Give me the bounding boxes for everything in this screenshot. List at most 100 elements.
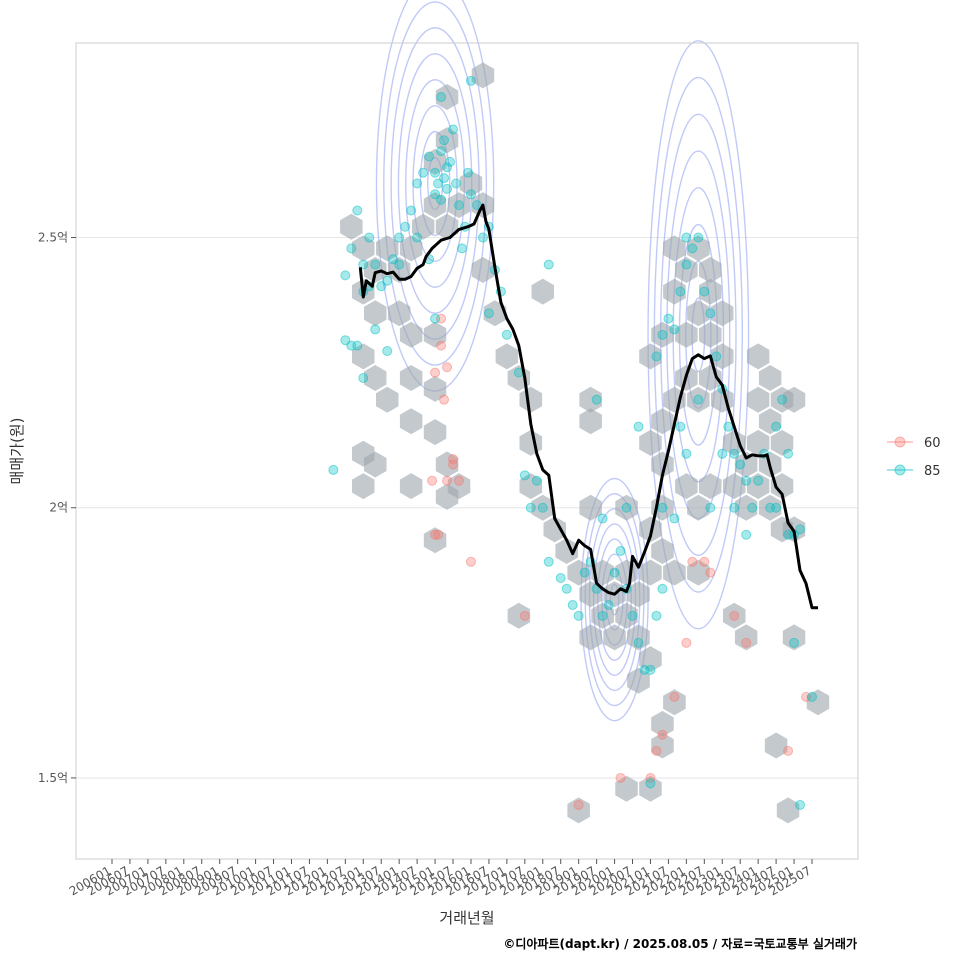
hexbin-cell <box>675 257 698 283</box>
y-tick-label: 2.5억 <box>38 231 68 245</box>
point-series-85 <box>451 178 462 189</box>
hexbin-cell <box>531 494 554 521</box>
hexbin-cell <box>423 375 447 402</box>
hexbin-cell <box>663 235 686 262</box>
point-series-85 <box>457 243 467 254</box>
hexbin-cell <box>758 494 782 521</box>
point-series-60 <box>783 745 794 756</box>
hexbin-cell <box>459 170 483 197</box>
hexbin-cell <box>639 559 662 586</box>
hexbin-cell <box>734 451 758 478</box>
trend-line-layer <box>358 203 818 610</box>
panel-border <box>75 42 859 860</box>
point-series-60 <box>573 799 584 810</box>
legend-label: 85 <box>924 464 941 479</box>
hexbin-cell <box>423 419 447 446</box>
hexbin-cell <box>352 473 375 500</box>
hexbin-cell <box>651 710 674 737</box>
hexbin-cell <box>746 386 770 413</box>
hexbin-cell <box>687 386 710 413</box>
point-series-85 <box>705 502 716 513</box>
point-series-85 <box>340 270 351 281</box>
point-series-85 <box>543 259 554 270</box>
point-series-85 <box>753 475 764 486</box>
hexbin-cell <box>675 473 698 500</box>
point-series-60 <box>439 394 450 405</box>
point-series-85 <box>591 394 602 405</box>
hexbin-cell <box>746 343 770 370</box>
point-series-60 <box>454 475 465 486</box>
y-tick-label: 1.5억 <box>38 771 68 785</box>
point-series-85 <box>615 545 626 556</box>
point-series-85 <box>483 308 494 319</box>
point-series-85 <box>633 637 644 648</box>
point-series-85 <box>394 259 405 270</box>
point-series-60 <box>687 556 698 567</box>
point-series-85 <box>370 324 381 335</box>
caption: ©디아파트(dapt.kr) / 2025.08.05 / 자료=국토교통부 실… <box>503 936 857 951</box>
hexbin-cell <box>519 386 543 413</box>
hexbin-cell <box>567 797 590 824</box>
hexbin-cell <box>352 440 375 467</box>
hexbin-cell <box>663 559 686 586</box>
hexbin-cell <box>687 235 710 262</box>
hexbin-cell <box>579 624 602 651</box>
point-series-85 <box>597 610 608 621</box>
point-series-85 <box>364 232 375 243</box>
point-series-85 <box>609 567 620 578</box>
point-series-85 <box>657 329 668 340</box>
point-series-60 <box>681 637 692 648</box>
point-series-85 <box>771 421 782 432</box>
point-series-60 <box>465 556 476 567</box>
point-series-85 <box>531 475 542 486</box>
point-series-60 <box>433 529 444 540</box>
hexbin-cell <box>579 386 602 413</box>
point-series-60 <box>651 745 662 756</box>
point-series-85 <box>717 448 728 459</box>
point-series-85 <box>681 259 692 270</box>
trend-line <box>358 203 818 610</box>
hexbin-cell <box>507 602 531 629</box>
hexbin-cell <box>699 278 722 305</box>
point-series-85 <box>663 313 674 324</box>
hexbin-cell <box>435 483 459 510</box>
point-series-85 <box>501 329 512 340</box>
hexbin-cell <box>806 689 830 716</box>
hexbin-cell <box>399 321 423 348</box>
hexbin-cell <box>711 300 734 327</box>
point-series-85 <box>723 421 734 432</box>
hexbin-cell <box>758 365 782 391</box>
point-series-60 <box>657 729 668 740</box>
point-series-60 <box>669 691 680 702</box>
hexbin-cell <box>567 559 590 586</box>
point-series-85 <box>442 183 453 194</box>
y-axis-ticks: 1.5억 2억 2.5억 <box>38 231 76 785</box>
point-series-85 <box>436 146 447 157</box>
point-series-85 <box>729 448 740 459</box>
point-series-85 <box>651 610 662 621</box>
point-series-85 <box>711 351 722 362</box>
point-series-85 <box>621 502 632 513</box>
y-axis-title: 매매가(원) <box>8 418 26 485</box>
point-series-60 <box>448 454 459 465</box>
point-series-85 <box>573 610 584 621</box>
hexbin-cell <box>364 257 387 283</box>
x-axis-ticks: 2006012006072007012007072008012008072009… <box>67 859 814 899</box>
point-series-60 <box>442 475 453 486</box>
point-series-60 <box>442 362 453 373</box>
point-series-60 <box>430 529 441 540</box>
hexbin-cell <box>340 213 363 240</box>
hexbin-cell <box>663 689 686 716</box>
point-series-85 <box>693 394 704 405</box>
point-series-85 <box>370 259 381 270</box>
hexbin-cell <box>603 624 626 651</box>
hexbin-cell <box>782 624 806 651</box>
point-series-85 <box>412 232 423 243</box>
point-series-85 <box>519 470 530 481</box>
hexbin-cell <box>770 473 794 500</box>
point-series-60 <box>448 459 459 470</box>
hexbin-cell <box>555 538 578 564</box>
hexbin-cell <box>687 494 710 521</box>
point-series-60 <box>436 340 447 351</box>
point-series-85 <box>681 448 692 459</box>
